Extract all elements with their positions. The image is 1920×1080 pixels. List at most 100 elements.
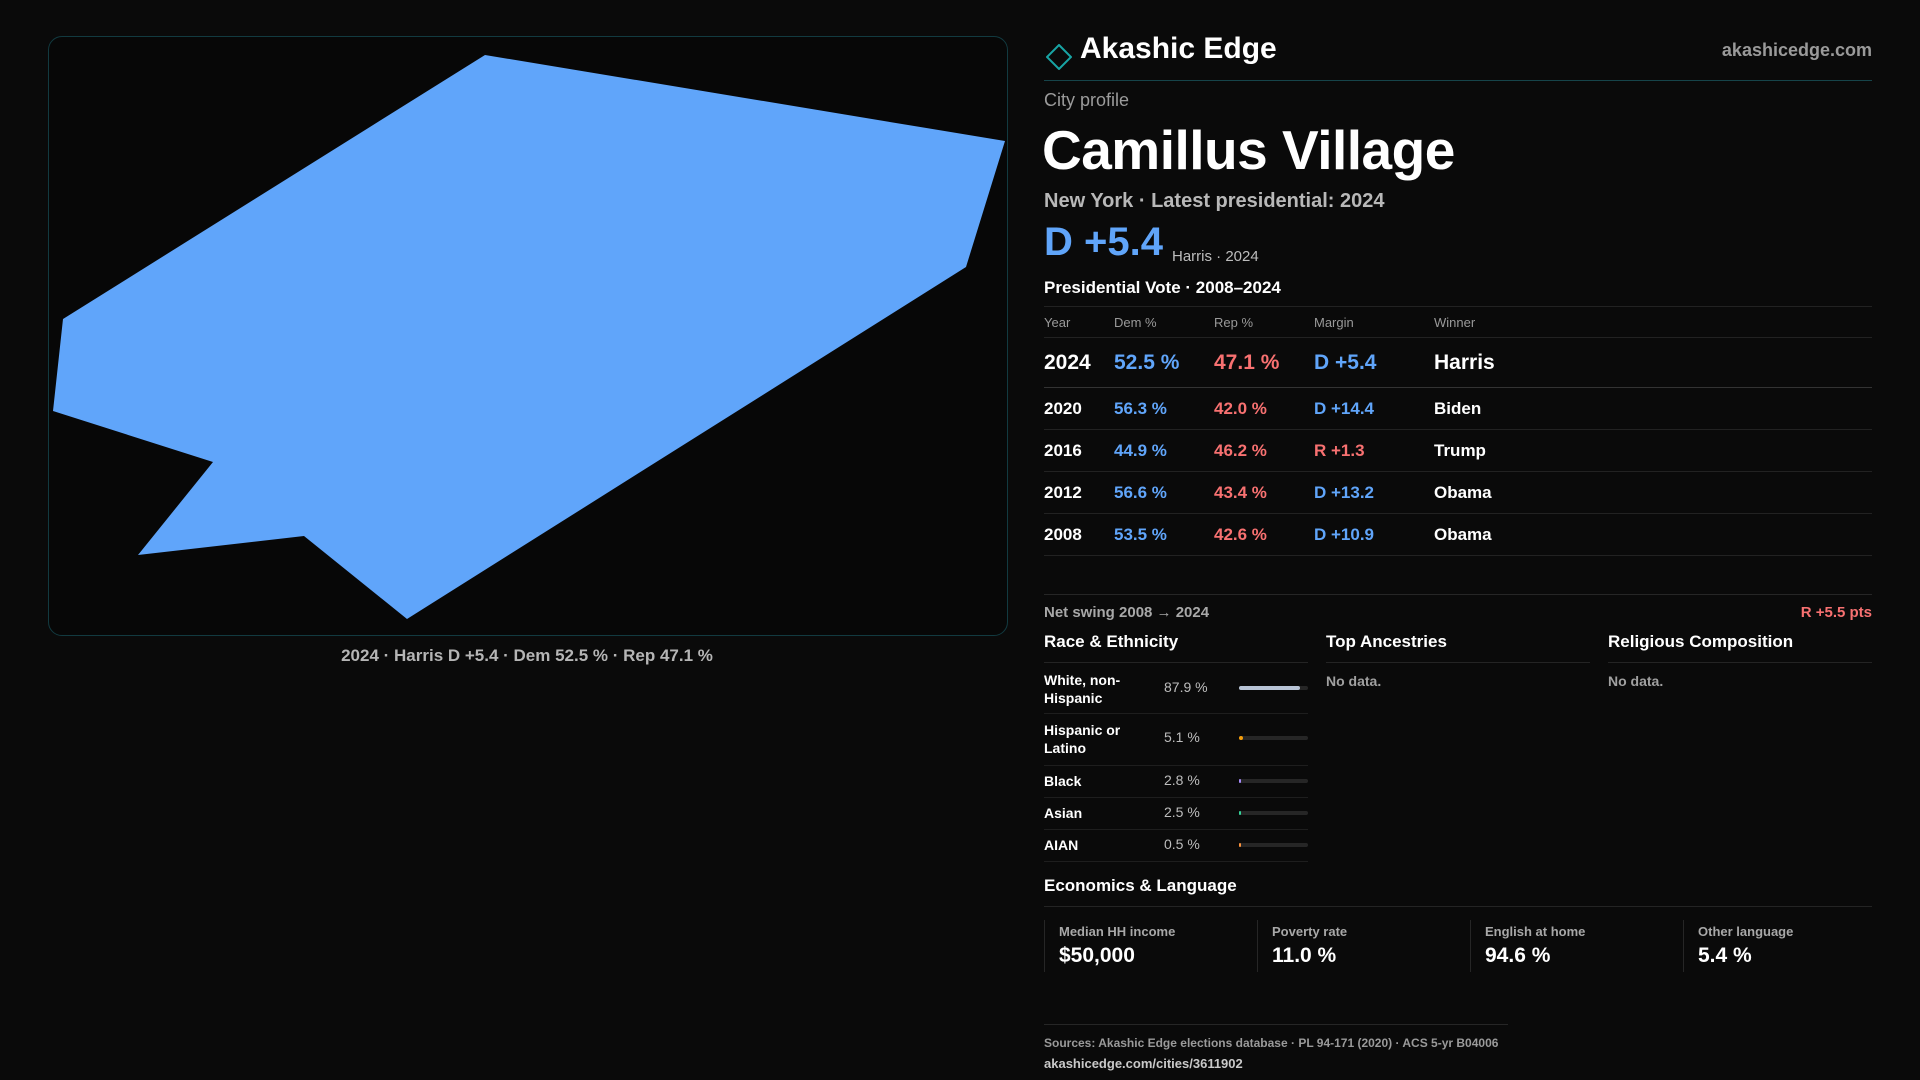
race-pct: 2.5 % [1164, 804, 1200, 820]
ancestries-section: Top Ancestries No data. [1326, 632, 1590, 689]
race-bar-fill [1239, 843, 1241, 847]
stat-label: Median HH income [1059, 924, 1176, 939]
race-bar-track [1239, 843, 1308, 847]
stat-poverty-rate: Poverty rate 11.0 % [1257, 920, 1448, 972]
race-pct: 5.1 % [1164, 729, 1200, 745]
stat-english-at-home: English at home 94.6 % [1470, 920, 1661, 972]
vote-table: Year Dem % Rep % Margin Winner 2024 52.5… [1044, 306, 1872, 556]
headline-winner-year: Harris · 2024 [1172, 248, 1259, 265]
brand-header: Akashic Edge akashicedge.com [1044, 30, 1872, 81]
winner-cell: Harris [1434, 351, 1495, 374]
map-caption: 2024 · Harris D +5.4 · Dem 52.5 % · Rep … [341, 646, 713, 665]
race-ethnicity-section: Race & Ethnicity White, non-Hispanic 87.… [1044, 632, 1308, 862]
race-bar-fill [1239, 736, 1243, 740]
stat-label: Poverty rate [1272, 924, 1348, 939]
religion-empty: No data. [1608, 673, 1664, 689]
stat-value: 11.0 % [1272, 944, 1337, 967]
race-bar-fill [1239, 686, 1300, 690]
margin-cell: R +1.3 [1314, 441, 1365, 460]
race-pct: 2.8 % [1164, 772, 1200, 788]
race-label: Hispanic or Latino [1044, 722, 1121, 756]
race-row: Asian 2.5 % [1044, 798, 1308, 830]
diamond-logo-icon [1046, 44, 1072, 70]
dem-cell: 53.5 % [1114, 525, 1167, 544]
stat-value: 94.6 % [1485, 944, 1551, 967]
race-label: AIAN [1044, 837, 1079, 853]
year-cell: 2008 [1044, 525, 1082, 544]
year-cell: 2016 [1044, 441, 1082, 460]
table-row: 2008 53.5 % 42.6 % D +10.9 Obama [1044, 514, 1872, 556]
rep-cell: 47.1 % [1214, 351, 1280, 374]
margin-cell: D +13.2 [1314, 483, 1375, 502]
stat-value: $50,000 [1059, 944, 1135, 967]
stat-label: Other language [1698, 924, 1794, 939]
race-bar-fill [1239, 811, 1241, 815]
table-row: 2016 44.9 % 46.2 % R +1.3 Trump [1044, 430, 1872, 472]
winner-cell: Obama [1434, 525, 1492, 544]
ancestries-title: Top Ancestries [1326, 632, 1590, 663]
dem-cell: 44.9 % [1114, 441, 1167, 460]
table-row: 2020 56.3 % 42.0 % D +14.4 Biden [1044, 388, 1872, 430]
economics-stats: Median HH income $50,000 Poverty rate 11… [1044, 920, 1872, 976]
year-cell: 2012 [1044, 483, 1082, 502]
race-bar-track [1239, 779, 1308, 783]
vote-table-header: Year Dem % Rep % Margin Winner [1044, 306, 1872, 338]
page-title: Camillus Village [1042, 119, 1455, 181]
col-margin: Margin [1314, 315, 1354, 330]
table-row: 2012 56.6 % 43.4 % D +13.2 Obama [1044, 472, 1872, 514]
footer: Sources: Akashic Edge elections database… [1044, 1024, 1508, 1071]
col-rep: Rep % [1214, 315, 1254, 330]
race-label: White, non-Hispanic [1044, 672, 1121, 706]
margin-cell: D +14.4 [1314, 399, 1375, 418]
rep-cell: 42.6 % [1214, 525, 1267, 544]
net-swing-row: Net swing 2008 → 2024 R +5.5 pts [1044, 594, 1872, 631]
stat-label: English at home [1485, 924, 1586, 939]
race-row: White, non-Hispanic 87.9 % [1044, 663, 1308, 714]
net-swing-label: Net swing 2008 → 2024 [1044, 604, 1210, 621]
race-pct: 87.9 % [1164, 679, 1208, 695]
race-label: Asian [1044, 805, 1083, 821]
profile-panel: Akashic Edge akashicedge.com City profil… [1042, 30, 1872, 1071]
dem-cell: 56.6 % [1114, 483, 1167, 502]
col-year: Year [1044, 315, 1071, 330]
race-section-title: Race & Ethnicity [1044, 632, 1308, 663]
race-bar-track [1239, 811, 1308, 815]
race-bar-fill [1239, 779, 1241, 783]
brand-site-link[interactable]: akashicedge.com [1721, 40, 1872, 60]
race-row: Hispanic or Latino 5.1 % [1044, 714, 1308, 766]
winner-cell: Trump [1434, 441, 1486, 460]
stat-value: 5.4 % [1698, 944, 1752, 967]
rep-cell: 46.2 % [1214, 441, 1267, 460]
table-row: 2024 52.5 % 47.1 % D +5.4 Harris [1044, 338, 1872, 388]
rep-cell: 43.4 % [1214, 483, 1267, 502]
map-panel[interactable] [48, 36, 1008, 636]
religion-section: Religious Composition No data. [1608, 632, 1872, 689]
year-cell: 2024 [1044, 351, 1091, 374]
race-list: White, non-Hispanic 87.9 % Hispanic or L… [1044, 663, 1308, 862]
dem-cell: 52.5 % [1114, 351, 1180, 374]
race-bar-track [1239, 736, 1308, 740]
headline-margin: D +5.4 [1044, 220, 1163, 264]
sources-note: Sources: Akashic Edge elections database… [1044, 1036, 1499, 1050]
dem-cell: 56.3 % [1114, 399, 1167, 418]
page-url-link[interactable]: akashicedge.com/cities/3611902 [1044, 1056, 1243, 1071]
race-pct: 0.5 % [1164, 836, 1200, 852]
stat-other-language: Other language 5.4 % [1683, 920, 1874, 972]
margin-cell: D +10.9 [1314, 525, 1375, 544]
stat-median-income: Median HH income $50,000 [1044, 920, 1235, 972]
net-swing-value: R +5.5 pts [1800, 604, 1872, 621]
col-dem: Dem % [1114, 315, 1157, 330]
margin-cell: D +5.4 [1314, 351, 1377, 374]
winner-cell: Obama [1434, 483, 1492, 502]
economics-title: Economics & Language [1044, 876, 1872, 907]
rep-cell: 42.0 % [1214, 399, 1267, 418]
race-row: Black 2.8 % [1044, 766, 1308, 798]
page-kicker: City profile [1044, 90, 1130, 110]
ancestries-empty: No data. [1326, 673, 1382, 689]
winner-cell: Biden [1434, 399, 1482, 418]
col-winner: Winner [1434, 315, 1476, 330]
city-boundary-map[interactable] [49, 37, 1007, 635]
city-boundary-shape[interactable] [53, 55, 1005, 619]
location-subline: New York · Latest presidential: 2024 [1044, 190, 1385, 212]
religion-title: Religious Composition [1608, 632, 1872, 663]
